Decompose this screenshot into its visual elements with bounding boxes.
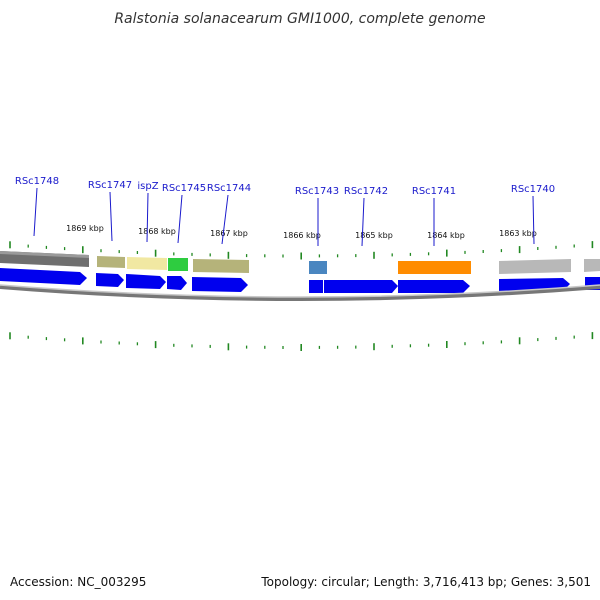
kbp-label-1866: 1866 kbp [283, 231, 321, 240]
leader-line-ispz [146, 192, 149, 243]
accession-text: Accession: NC_003295 [10, 575, 146, 589]
genome-backbone-highlight [0, 284, 600, 298]
leader-line-rsc1744 [221, 194, 229, 245]
gene-label-rsc1741: RSc1741 [412, 186, 456, 197]
cog-feature-ispz [127, 257, 167, 270]
cog-feature-rsc1745 [168, 258, 188, 271]
genome-summary-text: Topology: circular; Length: 3,716,413 bp… [260, 575, 591, 589]
cds-arrow-rsc1745 [167, 276, 187, 290]
tick-marks-upper [9, 241, 594, 260]
cds-arrow-rsc1743 [309, 280, 323, 293]
genome-backbone [0, 285, 600, 301]
gene-label-rsc1740: RSc1740 [511, 184, 555, 195]
gene-label-rsc1744: RSc1744 [207, 183, 251, 194]
gene-labels: RSc1748 RSc1747 ispZ RSc1745 RSc1744 RSc… [15, 176, 555, 197]
leader-line-rsc1742 [361, 197, 365, 247]
gene-label-rsc1745: RSc1745 [162, 183, 206, 194]
cds-arrow-rsc1747 [96, 273, 124, 287]
label-leader-lines [33, 187, 535, 247]
cog-feature-track [0, 251, 600, 274]
forward-cds-track [0, 268, 600, 293]
cds-arrow-rsc1748 [0, 268, 87, 285]
kbp-labels: 1869 kbp 1868 kbp 1867 kbp 1866 kbp 1865… [66, 224, 537, 240]
kbp-label-1863: 1863 kbp [499, 229, 537, 238]
cog-feature-rsc1740 [499, 259, 571, 274]
cog-feature-rsc1747 [97, 256, 125, 268]
cog-feature-rsc1743 [309, 261, 327, 274]
gene-label-rsc1742: RSc1742 [344, 186, 388, 197]
kbp-label-1867: 1867 kbp [210, 229, 248, 238]
cds-arrow-ispz [126, 274, 166, 289]
gene-label-rsc1743: RSc1743 [295, 186, 339, 197]
kbp-label-1864: 1864 kbp [427, 231, 465, 240]
cog-feature-rsc1741 [398, 261, 471, 274]
cds-arrow-rsc1741 [398, 280, 470, 293]
map-title: Ralstonia solanacearum GMI1000, complete… [114, 11, 485, 27]
cog-feature-rsc1744 [193, 259, 249, 273]
gene-label-rsc1748: RSc1748 [15, 176, 59, 187]
gene-label-rsc1747: RSc1747 [88, 180, 132, 191]
kbp-label-1868: 1868 kbp [138, 227, 176, 236]
cds-arrow-rsc1742 [324, 280, 398, 293]
leader-line-rsc1745 [177, 194, 183, 244]
tick-marks-lower [9, 332, 594, 351]
kbp-label-1865: 1865 kbp [355, 231, 393, 240]
leader-line-rsc1748 [33, 187, 38, 237]
kbp-label-1869: 1869 kbp [66, 224, 104, 233]
cds-arrow-rsc1744 [192, 277, 248, 292]
cog-feature-edge [584, 259, 600, 272]
leader-line-rsc1747 [109, 191, 113, 242]
leader-line-rsc1740 [532, 195, 535, 245]
cog-feature-highlight [0, 251, 89, 258]
gene-label-ispz: ispZ [137, 181, 158, 192]
